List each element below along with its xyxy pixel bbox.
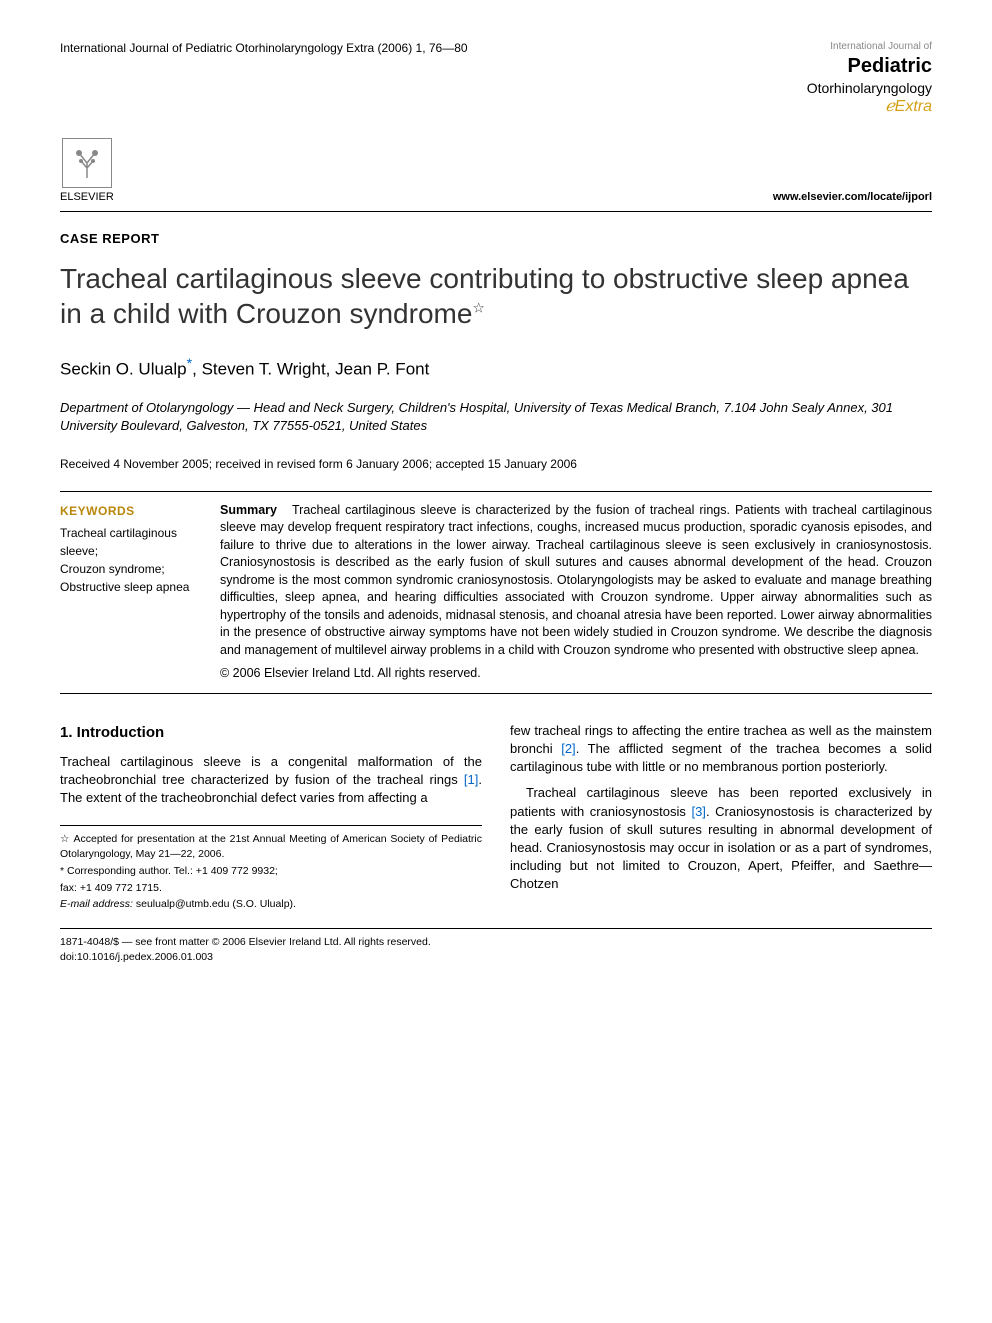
- corresponding-marker: *: [187, 356, 193, 372]
- article-type: CASE REPORT: [60, 230, 932, 248]
- abstract-box: KEYWORDS Tracheal cartilaginous sleeve; …: [60, 491, 932, 694]
- website-link[interactable]: www.elsevier.com/locate/ijporl: [773, 190, 932, 205]
- front-matter-line: 1871-4048/$ — see front matter © 2006 El…: [60, 935, 932, 950]
- article-dates: Received 4 November 2005; received in re…: [60, 456, 932, 473]
- section-1-header: 1. Introduction: [60, 722, 482, 743]
- intro-p2: few tracheal rings to affecting the enti…: [510, 722, 932, 777]
- footnote-3: fax: +1 409 772 1715.: [60, 881, 482, 896]
- summary-text: Tracheal cartilaginous sleeve is charact…: [220, 503, 932, 657]
- ref-link-3[interactable]: [3]: [691, 804, 705, 819]
- journal-line3: Otorhinolaryngology: [807, 79, 932, 97]
- title-note-marker: ☆: [472, 299, 485, 315]
- summary-column: Summary Tracheal cartilaginous sleeve is…: [220, 502, 932, 683]
- keywords-list: Tracheal cartilaginous sleeve; Crouzon s…: [60, 524, 204, 596]
- ref-link-2[interactable]: [2]: [561, 741, 575, 756]
- intro-p3: Tracheal cartilaginous sleeve has been r…: [510, 784, 932, 893]
- bottom-meta: 1871-4048/$ — see front matter © 2006 El…: [60, 928, 932, 964]
- email-label: E-mail address:: [60, 898, 133, 910]
- article-title: Tracheal cartilaginous sleeve contributi…: [60, 261, 932, 331]
- journal-line2: Pediatric: [807, 53, 932, 79]
- abstract-copyright: © 2006 Elsevier Ireland Ltd. All rights …: [220, 665, 932, 683]
- keywords-column: KEYWORDS Tracheal cartilaginous sleeve; …: [60, 502, 220, 683]
- ref-link-1[interactable]: [1]: [464, 772, 478, 787]
- keywords-header: KEYWORDS: [60, 502, 204, 520]
- publisher-name: ELSEVIER: [60, 190, 114, 205]
- body-columns: 1. Introduction Tracheal cartilaginous s…: [60, 722, 932, 914]
- footnote-4: E-mail address: seulualp@utmb.edu (S.O. …: [60, 897, 482, 912]
- authors: Seckin O. Ulualp*, Steven T. Wright, Jea…: [60, 355, 932, 381]
- email-value[interactable]: seulualp@utmb.edu (S.O. Ulualp).: [136, 898, 296, 910]
- footnotes: ☆ Accepted for presentation at the 21st …: [60, 825, 482, 911]
- body-col-left: 1. Introduction Tracheal cartilaginous s…: [60, 722, 482, 914]
- citation-text: International Journal of Pediatric Otorh…: [60, 40, 468, 57]
- journal-extra-icon: ℯ: [885, 98, 894, 115]
- elsevier-logo: ELSEVIER: [60, 138, 114, 205]
- header-row: International Journal of Pediatric Otorh…: [60, 40, 932, 118]
- elsevier-tree-icon: [62, 138, 112, 188]
- publisher-row: ELSEVIER www.elsevier.com/locate/ijporl: [60, 138, 932, 212]
- journal-logo: International Journal of Pediatric Otorh…: [807, 40, 932, 118]
- body-col-right: few tracheal rings to affecting the enti…: [510, 722, 932, 914]
- journal-line1: International Journal of: [807, 40, 932, 53]
- doi-line: doi:10.1016/j.pedex.2006.01.003: [60, 950, 932, 965]
- title-text: Tracheal cartilaginous sleeve contributi…: [60, 263, 909, 329]
- footnote-2: * Corresponding author. Tel.: +1 409 772…: [60, 864, 482, 879]
- affiliation: Department of Otolaryngology — Head and …: [60, 399, 932, 434]
- footnote-1: ☆ Accepted for presentation at the 21st …: [60, 832, 482, 861]
- intro-p1: Tracheal cartilaginous sleeve is a conge…: [60, 753, 482, 808]
- summary-label: Summary: [220, 503, 277, 517]
- journal-extra: Extra: [895, 98, 932, 115]
